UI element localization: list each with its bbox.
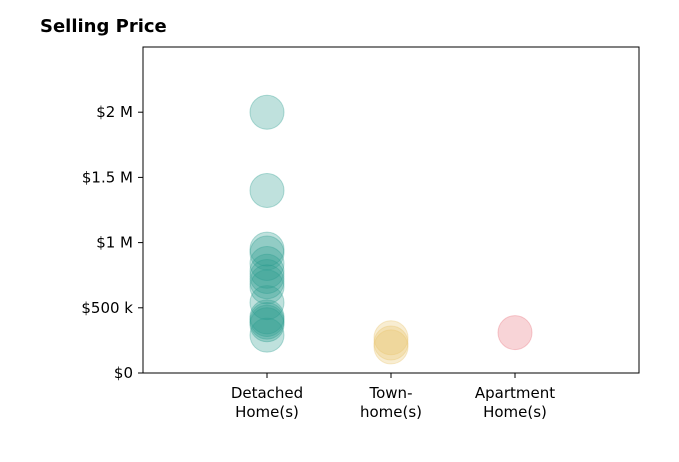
data-point bbox=[373, 325, 409, 361]
x-tick-label: Detached bbox=[231, 384, 303, 402]
x-tick-label: Apartment bbox=[475, 384, 555, 402]
y-tick-label: $0 bbox=[114, 364, 133, 382]
data-point bbox=[249, 94, 285, 130]
data-point bbox=[249, 317, 285, 353]
data-point bbox=[249, 285, 285, 321]
x-tick-label: Town- bbox=[369, 384, 413, 402]
data-point bbox=[249, 304, 285, 340]
data-point bbox=[249, 235, 285, 271]
data-point bbox=[249, 269, 285, 305]
data-point bbox=[249, 253, 285, 289]
points-layer bbox=[249, 94, 533, 365]
data-point bbox=[249, 245, 285, 281]
data-point bbox=[373, 329, 409, 365]
x-tick-label: Home(s) bbox=[483, 403, 547, 421]
y-tick-label: $2 M bbox=[96, 103, 133, 121]
y-tick-label: $500 k bbox=[81, 299, 133, 317]
data-point bbox=[249, 259, 285, 295]
chart-title: Selling Price bbox=[40, 16, 167, 37]
y-tick-label: $1.5 M bbox=[82, 168, 133, 186]
data-point bbox=[249, 302, 285, 338]
data-point bbox=[373, 320, 409, 356]
y-tick-label: $1 M bbox=[96, 234, 133, 252]
data-point bbox=[249, 299, 285, 335]
x-tick-label: Home(s) bbox=[235, 403, 299, 421]
x-tick-label: home(s) bbox=[360, 403, 422, 421]
axes-layer: $0$500 k$1 M$1.5 M$2 MDetachedHome(s)Tow… bbox=[81, 103, 555, 421]
data-point bbox=[249, 264, 285, 300]
data-point bbox=[497, 315, 533, 351]
data-point bbox=[249, 172, 285, 208]
data-point bbox=[249, 231, 285, 267]
data-point bbox=[249, 307, 285, 343]
